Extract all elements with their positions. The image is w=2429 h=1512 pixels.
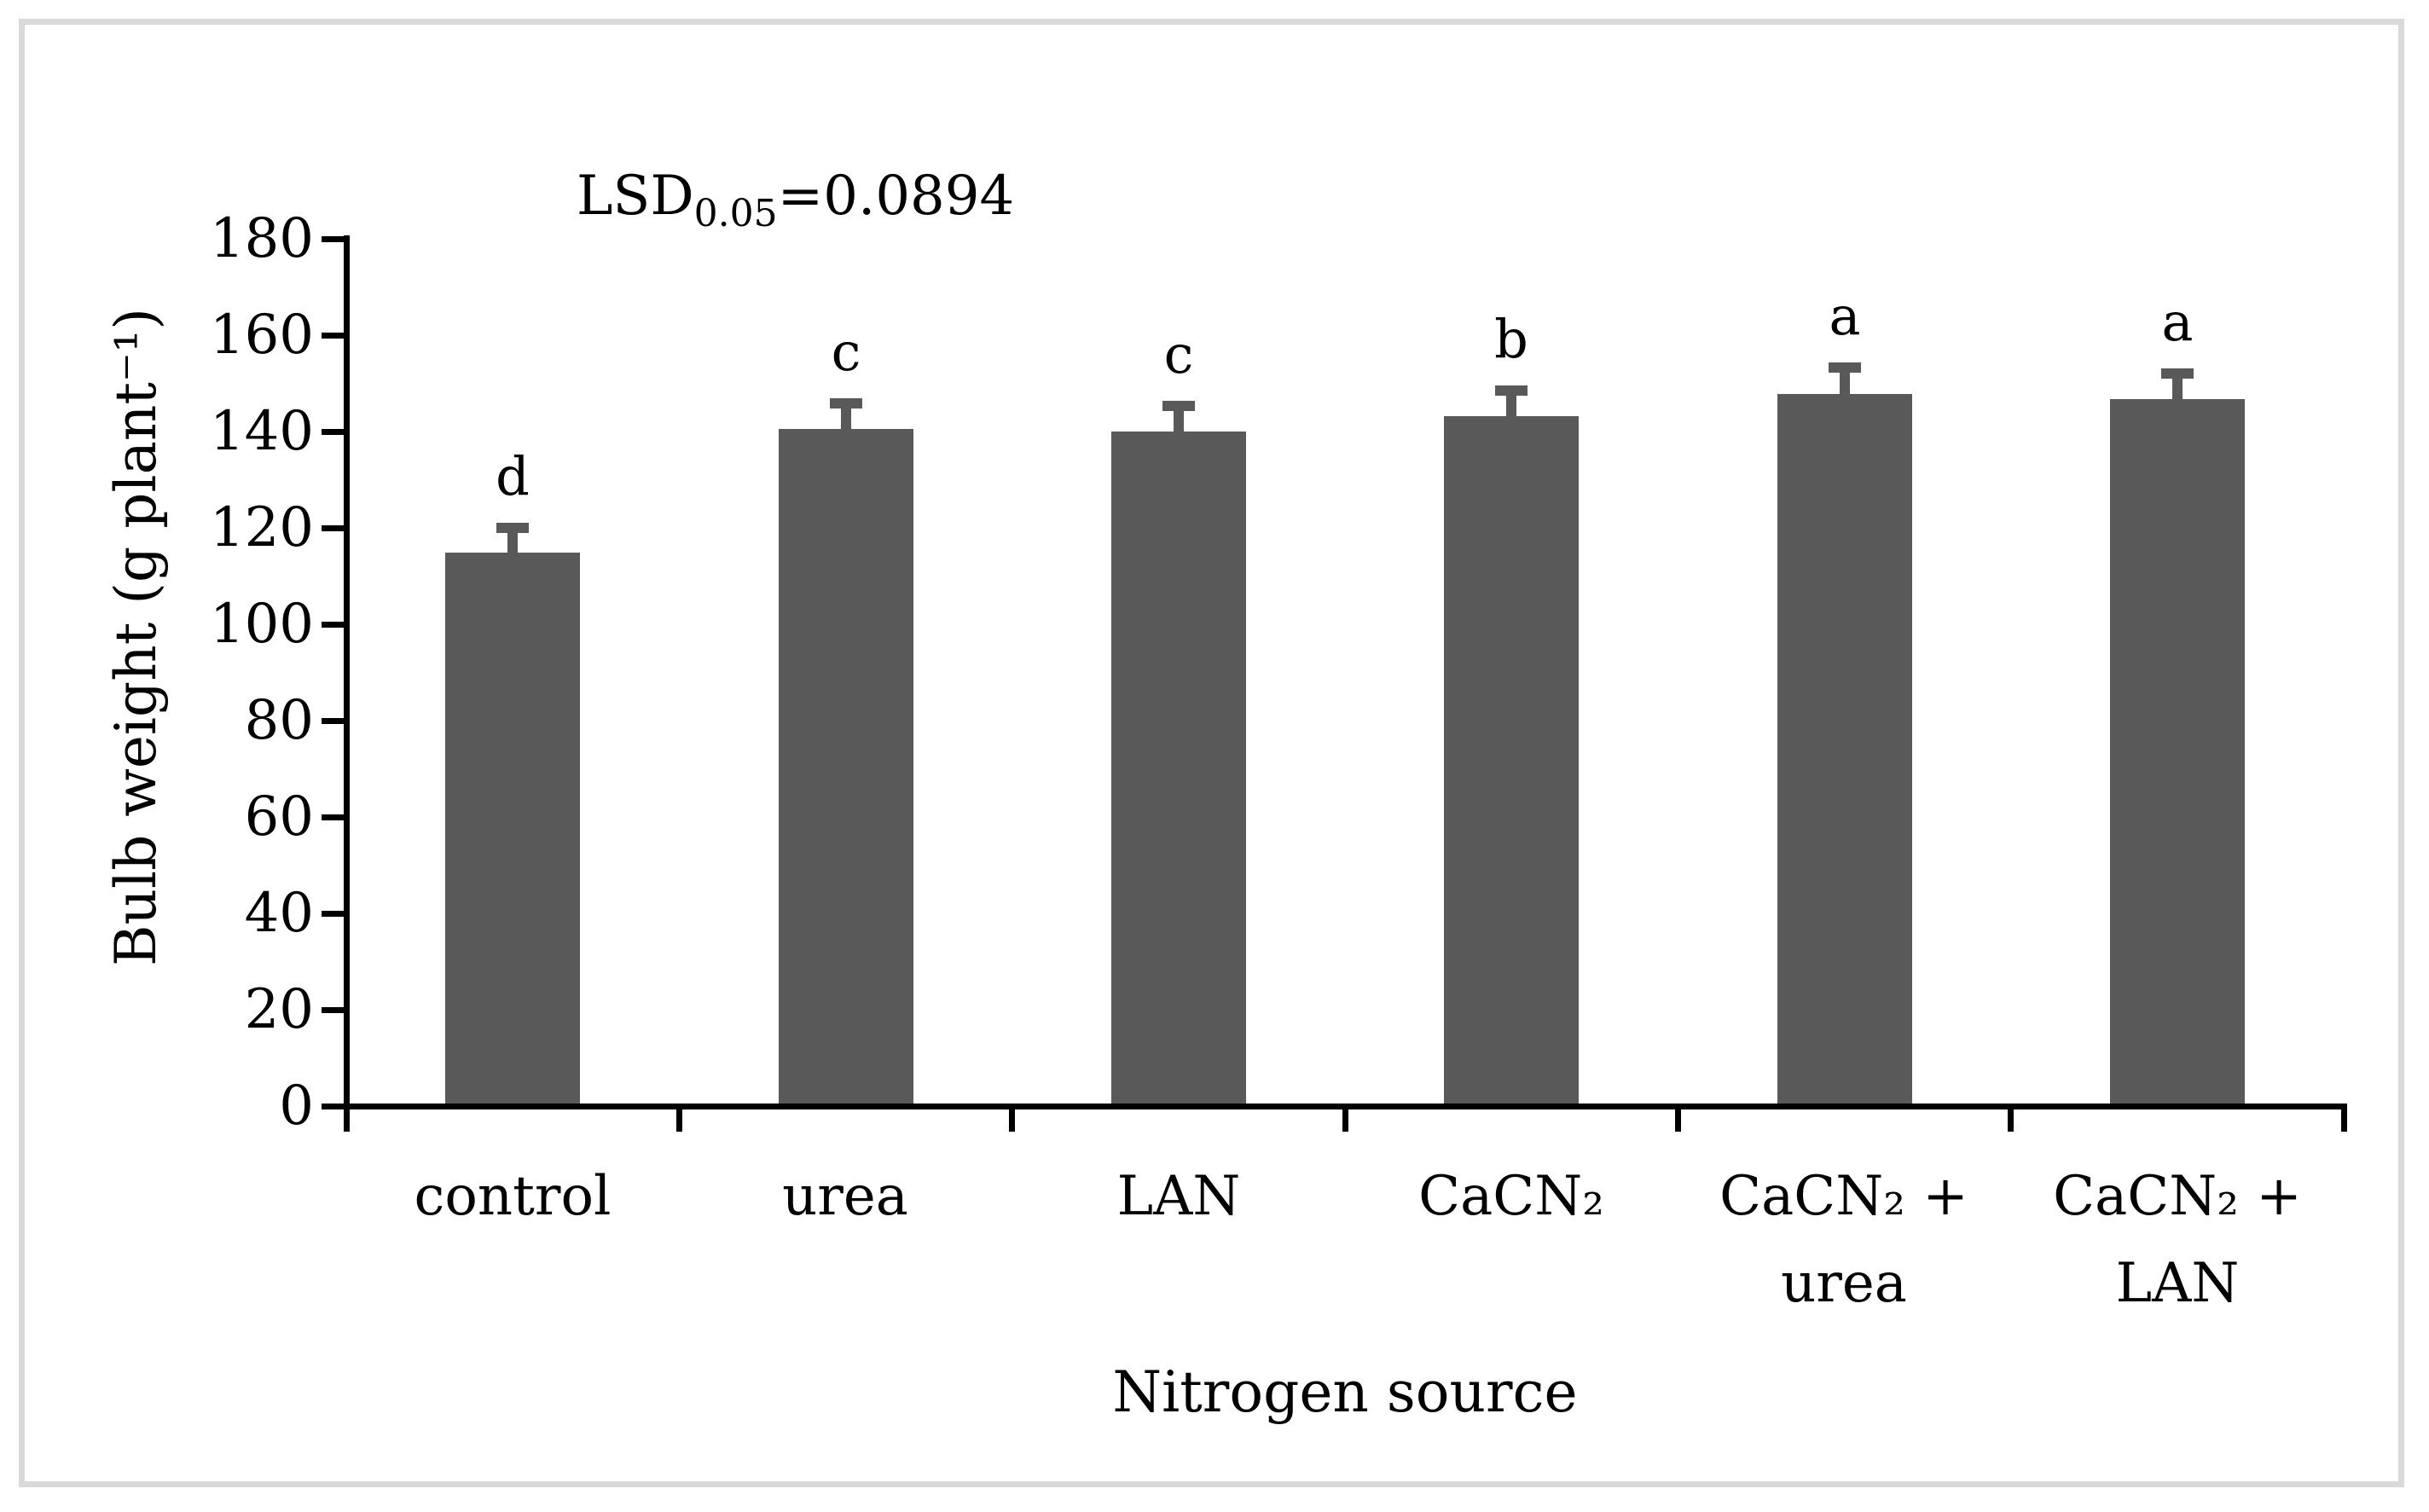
x-tick-5 (2008, 1104, 2014, 1132)
y-tick-label-180: 180 (209, 207, 314, 270)
y-tick-100 (322, 622, 344, 628)
error-bar-cap-control (496, 523, 529, 533)
x-tick-4 (1675, 1104, 1681, 1132)
bar-cacn2-lan (2110, 399, 2245, 1106)
bar-cacn2 (1444, 416, 1579, 1106)
lsd-label: LSD (577, 165, 694, 228)
x-axis-title: Nitrogen source (1112, 1359, 1578, 1425)
sig-letter-lan: c (1163, 323, 1194, 385)
x-axis-line (326, 1104, 2347, 1109)
x-tick-1 (676, 1104, 682, 1132)
x-tick-label-cacn2-urea: CaCN₂ + urea (1678, 1153, 2010, 1327)
error-bar-cap-urea (830, 398, 862, 408)
error-bar-stem-cacn2-urea (1840, 368, 1850, 411)
sig-letter-control: d (496, 445, 530, 507)
x-tick-label-urea: urea (679, 1153, 1012, 1240)
error-bar-stem-control (507, 528, 518, 570)
error-bar-cap-cacn2-urea (1829, 362, 1861, 373)
error-bar-stem-urea (841, 403, 851, 445)
y-tick-40 (322, 911, 344, 917)
y-tick-140 (322, 429, 344, 435)
x-tick-label-control: control (346, 1153, 679, 1240)
error-bar-stem-cacn2-lan (2172, 374, 2183, 416)
x-tick-3 (1342, 1104, 1348, 1132)
y-tick-20 (322, 1007, 344, 1013)
sig-letter-urea: c (831, 321, 861, 383)
x-tick-0 (344, 1104, 350, 1132)
y-tick-label-120: 120 (209, 496, 314, 559)
x-tick-label-line: control (414, 1165, 612, 1228)
x-tick-label-line: LAN (1116, 1165, 1241, 1228)
y-tick-label-80: 80 (244, 689, 314, 752)
x-tick-6 (2341, 1104, 2347, 1132)
lsd-annotation: LSD0.05=0.0894 (577, 162, 1015, 233)
bar-urea (779, 429, 913, 1106)
y-tick-0 (322, 1104, 344, 1109)
figure-border (19, 19, 2404, 1487)
x-tick-label-line: CaCN₂ + (1719, 1165, 1968, 1228)
sig-letter-cacn2-urea: a (1829, 285, 1861, 347)
x-tick-label-cacn2: CaCN₂ (1345, 1153, 1678, 1240)
y-tick-label-0: 0 (279, 1075, 314, 1138)
x-tick-label-line: urea (1781, 1252, 1907, 1315)
error-bar-stem-cacn2 (1506, 391, 1516, 433)
bar-lan (1111, 432, 1246, 1106)
x-tick-label-line: LAN (2115, 1252, 2240, 1315)
x-tick-label-lan: LAN (1012, 1153, 1345, 1240)
y-tick-160 (322, 333, 344, 339)
error-bar-cap-cacn2 (1495, 385, 1528, 396)
y-tick-label-40: 40 (244, 882, 314, 945)
error-bar-cap-lan (1162, 401, 1195, 411)
error-bar-stem-lan (1174, 406, 1184, 449)
error-bar-cap-cacn2-lan (2161, 368, 2194, 379)
x-tick-2 (1009, 1104, 1015, 1132)
sig-letter-cacn2: b (1494, 308, 1528, 370)
y-tick-label-160: 160 (209, 304, 314, 367)
y-axis-line (344, 235, 350, 1112)
y-tick-60 (322, 814, 344, 820)
x-tick-label-cacn2-lan: CaCN₂ + LAN (2011, 1153, 2344, 1327)
lsd-subscript: 0.05 (693, 192, 778, 235)
bar-control (445, 553, 580, 1106)
x-tick-label-line: urea (782, 1165, 908, 1228)
y-tick-label-60: 60 (244, 785, 314, 849)
y-tick-120 (322, 525, 344, 531)
y-tick-label-100: 100 (209, 593, 314, 656)
y-tick-label-20: 20 (244, 978, 314, 1041)
sig-letter-cacn2-lan: a (2161, 291, 2194, 353)
lsd-value: =0.0894 (777, 165, 1015, 228)
x-tick-label-line: CaCN₂ + (2053, 1165, 2302, 1228)
bar-cacn2-urea (1777, 394, 1912, 1106)
y-tick-label-140: 140 (209, 400, 314, 463)
y-tick-80 (322, 718, 344, 724)
x-tick-label-line: CaCN₂ (1418, 1165, 1604, 1228)
y-tick-180 (322, 236, 344, 242)
